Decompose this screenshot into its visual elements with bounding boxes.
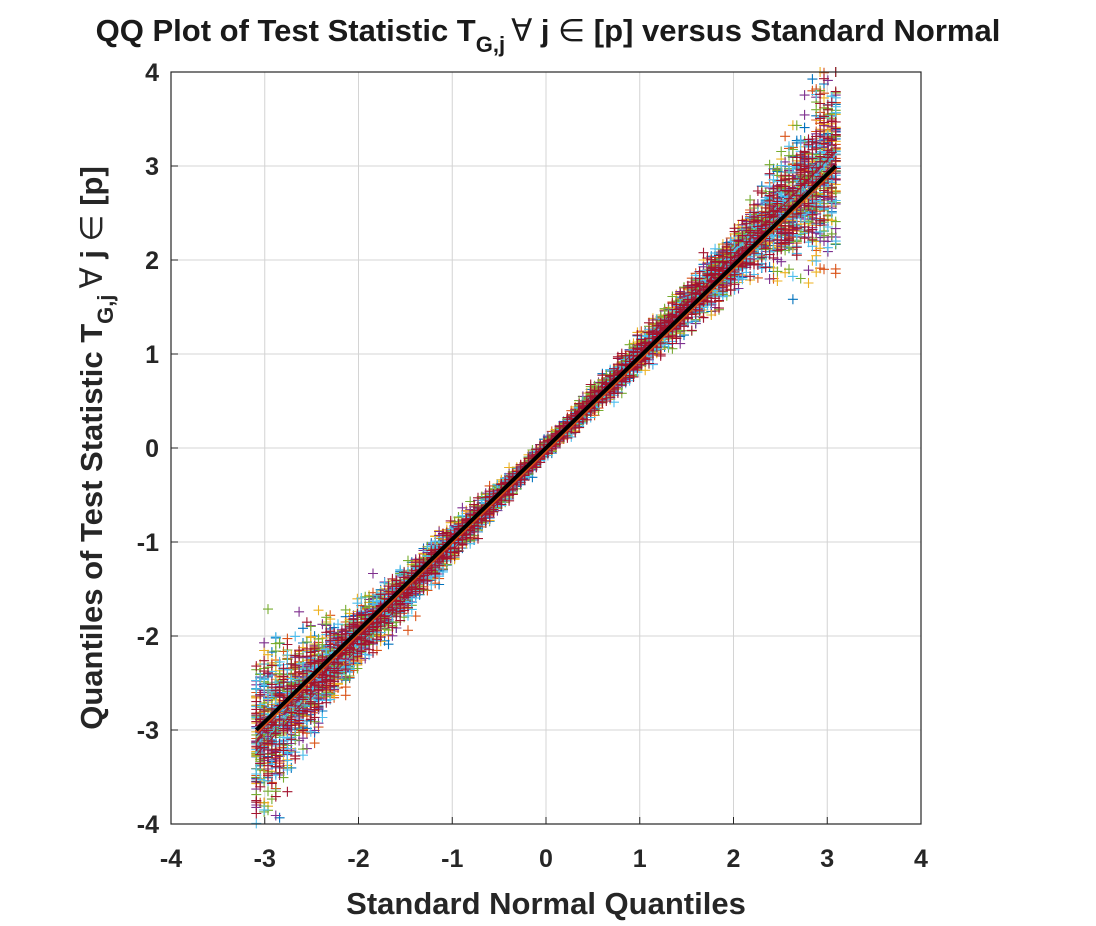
fit-line: [255, 164, 837, 742]
y-tick-label: 4: [145, 59, 159, 87]
title-prefix: QQ Plot of Test Statistic T: [96, 13, 476, 48]
fit-line: [255, 149, 837, 743]
title-subscript: G,j: [476, 32, 505, 57]
ylabel-forall-symbol: ∀: [74, 267, 110, 288]
fit-line: [255, 150, 837, 751]
ylabel-elem-symbol: ∈: [74, 214, 110, 241]
x-axis-label: Standard Normal Quantiles: [346, 886, 746, 921]
ylabel-prefix: Quantiles of Test Statistic T: [74, 324, 109, 730]
x-tick-label: 2: [727, 845, 741, 873]
title-suffix: [p] versus Standard Normal: [585, 13, 1000, 48]
x-tick-label: 3: [820, 845, 834, 873]
x-tick-label: -4: [160, 845, 182, 873]
y-axis-ticks: 4 3 2 1 0 -1 -2 -3 -4: [137, 59, 178, 839]
ylabel-mid: j: [74, 241, 109, 267]
y-axis-label: Quantiles of Test Statistic TG,j ∀ j ∈ [p…: [74, 166, 118, 730]
x-tick-label: -2: [347, 845, 369, 873]
y-tick-label: -4: [137, 811, 159, 839]
plot-area: [170, 67, 922, 829]
y-tick-label: 1: [145, 341, 159, 369]
reference-line: [254, 164, 838, 732]
chart-title: QQ Plot of Test Statistic TG,j ∀ j ∈ [p] …: [96, 13, 1001, 57]
x-tick-label: 1: [633, 845, 647, 873]
y-tick-label: -1: [137, 529, 159, 557]
x-tick-label: -1: [441, 845, 463, 873]
x-axis-ticks: -4 -3 -2 -1 0 1 2 3 4: [160, 817, 928, 873]
x-tick-label: 4: [914, 845, 928, 873]
title-mid: j: [532, 13, 558, 48]
title-forall-symbol: ∀: [511, 13, 532, 49]
title-elem-symbol: ∈: [558, 13, 585, 49]
ylabel-subscript: G,j: [93, 295, 118, 324]
y-tick-label: -2: [137, 623, 159, 651]
y-tick-label: -3: [137, 717, 159, 745]
y-tick-label: 0: [145, 435, 159, 463]
y-tick-label: 3: [145, 153, 159, 181]
x-tick-label: 0: [539, 845, 553, 873]
y-tick-label: 2: [145, 247, 159, 275]
ylabel-suffix: [p]: [74, 166, 109, 214]
reference-lines: [254, 164, 838, 734]
x-tick-label: -3: [254, 845, 276, 873]
